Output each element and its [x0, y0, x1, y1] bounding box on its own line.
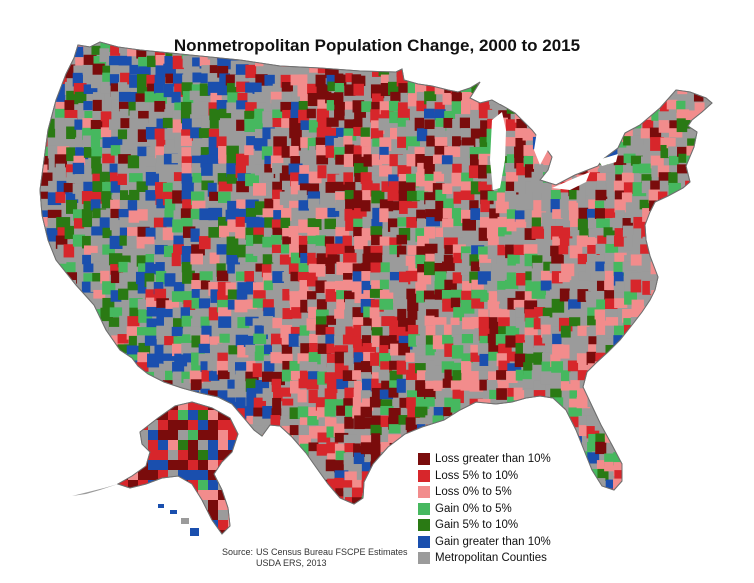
legend-swatch [418, 502, 430, 515]
map-title: Nonmetropolitan Population Change, 2000 … [173, 36, 581, 55]
source-prefix: Source: [222, 547, 254, 557]
legend-label: Loss greater than 10% [435, 453, 551, 466]
legend-label: Metropolitan Counties [435, 552, 547, 565]
legend-label: Loss 5% to 10% [435, 469, 519, 482]
legend-swatch [418, 552, 430, 565]
hawaii-islands [158, 504, 199, 536]
conus-outline [39, 41, 713, 505]
source-line-2: USDA ERS, 2013 [256, 558, 327, 568]
legend-item: Loss 5% to 10% [418, 468, 618, 485]
legend-label: Gain 5% to 10% [435, 519, 519, 532]
legend-label: Gain 0% to 5% [435, 502, 512, 515]
legend-item: Gain 5% to 10% [418, 517, 618, 534]
map-legend: Loss greater than 10% Loss 5% to 10% Loss … [418, 451, 618, 567]
legend-swatch [418, 519, 430, 532]
legend-label: Loss 0% to 5% [435, 486, 512, 499]
legend-label: Gain greater than 10% [435, 535, 551, 548]
legend-item: Gain 0% to 5% [418, 501, 618, 518]
great-lakes [485, 92, 618, 190]
legend-swatch [418, 486, 430, 499]
legend-item: Gain greater than 10% [418, 534, 618, 551]
legend-item: Loss 0% to 5% [418, 484, 618, 501]
legend-swatch [418, 453, 430, 466]
legend-swatch [418, 535, 430, 548]
source-note: Source: US Census Bureau FSCPE Estimates … [222, 547, 408, 569]
source-line-1: US Census Bureau FSCPE Estimates [256, 547, 408, 557]
legend-item: Metropolitan Counties [418, 550, 618, 567]
legend-swatch [418, 469, 430, 482]
legend-item: Loss greater than 10% [418, 451, 618, 468]
alaska-outline [72, 401, 239, 535]
